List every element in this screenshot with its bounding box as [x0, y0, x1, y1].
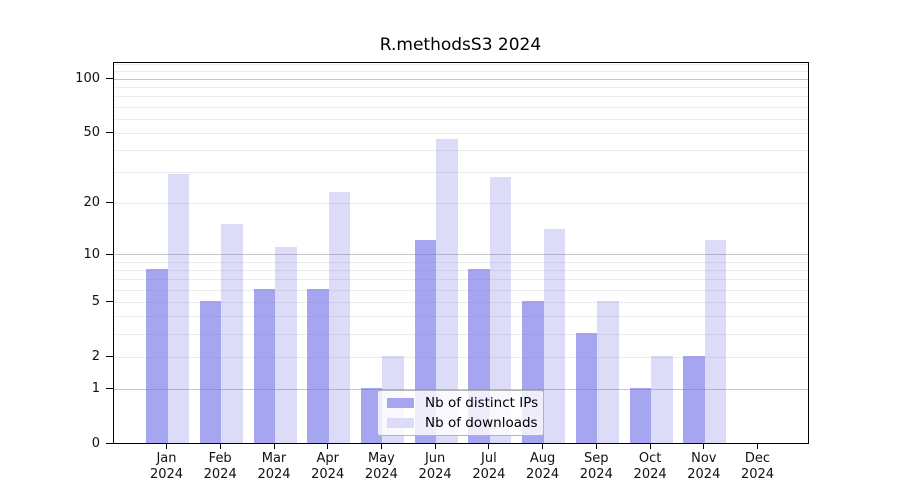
x-tick-label-nov: Nov 2024: [687, 451, 721, 482]
x-tick-mark-jun: [434, 444, 436, 449]
bar-downloads-apr: [328, 191, 351, 443]
legend-swatch-downloads: [387, 418, 414, 428]
gridline-8: [114, 269, 808, 271]
x-tick-mark-oct: [649, 444, 651, 449]
bar-downloads-nov: [704, 240, 727, 443]
x-tick-label-apr: Apr 2024: [311, 451, 345, 482]
gridline-40: [114, 150, 808, 151]
x-tick-mark-feb: [219, 444, 221, 449]
gridline-3: [114, 333, 808, 335]
y-tick-label-1: 1: [91, 381, 100, 397]
bar-distinct-ips-feb: [199, 301, 222, 443]
bar-downloads-aug: [543, 229, 566, 443]
legend-item-downloads: Nb of downloads: [387, 415, 538, 431]
x-tick-mark-apr: [327, 444, 329, 449]
legend: Nb of distinct IPs Nb of downloads: [377, 390, 544, 436]
bar-distinct-ips-mar: [253, 289, 275, 443]
x-tick-label-jul: Jul 2024: [472, 451, 506, 482]
gridline-80: [114, 96, 808, 98]
x-tick-mark-mar: [273, 444, 275, 449]
x-tick-mark-jan: [166, 444, 167, 449]
gridline-60: [114, 118, 808, 120]
y-tick-mark-2: [106, 356, 113, 358]
x-tick-mark-dec: [757, 444, 758, 449]
y-tick-mark-5: [106, 301, 113, 303]
x-tick-label-feb: Feb 2024: [203, 451, 237, 482]
x-tick-mark-may: [380, 444, 382, 449]
bar-downloads-oct: [651, 356, 673, 443]
y-tick-label-2: 2: [91, 349, 100, 365]
x-tick-label-oct: Oct 2024: [633, 451, 667, 482]
gridline-50: [114, 132, 808, 134]
gridline-4: [114, 316, 808, 318]
bar-distinct-ips-sep: [575, 333, 598, 443]
x-tick-mark-aug: [542, 444, 544, 449]
legend-item-distinct-ips: Nb of distinct IPs: [387, 395, 538, 411]
bar-distinct-ips-oct: [629, 388, 652, 443]
bar-distinct-ips-apr: [307, 289, 329, 443]
gridline-10: [114, 254, 808, 255]
legend-swatch-distinct-ips: [387, 398, 414, 408]
gridline-9: [114, 261, 808, 263]
x-tick-mark-jul: [488, 444, 490, 449]
y-tick-mark-10: [106, 253, 113, 255]
plot-area: [113, 62, 809, 444]
bar-distinct-ips-nov: [683, 356, 705, 443]
gridline-5: [114, 301, 808, 303]
y-tick-label-5: 5: [91, 294, 100, 310]
y-tick-label-50: 50: [83, 125, 100, 141]
bar-downloads-jul: [489, 176, 512, 443]
bar-downloads-sep: [597, 301, 619, 443]
x-tick-label-aug: Aug 2024: [526, 451, 560, 482]
gridline-120: [114, 64, 808, 66]
y-tick-mark-100: [106, 78, 113, 80]
legend-label-distinct-ips: Nb of distinct IPs: [425, 395, 539, 411]
x-tick-label-dec: Dec 2024: [740, 451, 775, 482]
y-tick-label-0: 0: [91, 436, 100, 451]
bar-downloads-mar: [275, 246, 297, 443]
x-tick-label-jan: Jan 2024: [149, 451, 184, 482]
x-tick-label-mar: Mar 2024: [257, 451, 291, 482]
legend-label-downloads: Nb of downloads: [425, 415, 538, 431]
gridline-7: [114, 279, 808, 281]
y-tick-label-10: 10: [83, 246, 100, 262]
gridline-1: [114, 388, 808, 390]
y-tick-label-20: 20: [83, 195, 100, 211]
x-tick-label-may: May 2024: [364, 451, 398, 482]
y-tick-mark-0: [106, 443, 113, 444]
y-tick-mark-1: [106, 388, 113, 390]
x-tick-label-jun: Jun 2024: [418, 451, 452, 482]
chart-title: R.methodsS3 2024: [379, 35, 542, 55]
x-tick-label-sep: Sep 2024: [579, 451, 613, 482]
gridline-100: [114, 78, 808, 80]
y-tick-mark-50: [106, 132, 113, 134]
gridline-2: [114, 356, 808, 358]
bar-downloads-jun: [436, 138, 458, 443]
gridline-6: [114, 289, 808, 291]
gridline-110: [114, 71, 808, 73]
gridline-90: [114, 87, 808, 88]
y-tick-mark-20: [106, 202, 113, 204]
bar-downloads-feb: [221, 223, 243, 443]
x-tick-mark-sep: [595, 444, 597, 449]
gridline-30: [114, 172, 808, 174]
bar-distinct-ips-jan: [146, 269, 168, 443]
bar-downloads-jan: [167, 174, 189, 443]
gridline-20: [114, 202, 808, 204]
x-tick-mark-nov: [703, 444, 705, 449]
y-tick-label-100: 100: [75, 71, 100, 87]
gridline-70: [114, 106, 808, 108]
